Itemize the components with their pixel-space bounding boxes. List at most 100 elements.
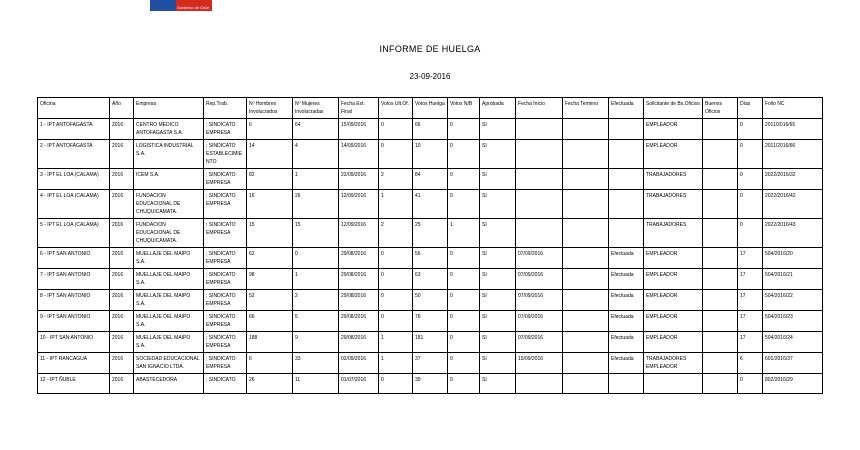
table-cell: ; SINDICATO EMPRESA bbox=[203, 289, 247, 311]
table-cell: EMPLEADOR bbox=[643, 139, 703, 169]
table-cell: EMPLEADOR bbox=[643, 118, 703, 140]
table-cell: 2022/2016/32 bbox=[762, 168, 823, 190]
table-cell: 15 bbox=[292, 218, 339, 248]
table-cell: 11 bbox=[292, 373, 339, 394]
table-cell bbox=[562, 247, 609, 269]
table-cell: 17 bbox=[737, 268, 763, 290]
table-cell: 0 bbox=[447, 331, 480, 353]
table-cell: 0 bbox=[447, 247, 480, 269]
table-row: 4 - IPT EL LOA (CALAMA) 2016 FUNDACION EDU… bbox=[37, 189, 823, 219]
table-cell: 0 bbox=[378, 373, 413, 394]
table-cell: 1 bbox=[378, 189, 413, 219]
table-cell bbox=[515, 139, 563, 169]
table-cell: SI bbox=[479, 168, 516, 190]
table-cell: Efectuada bbox=[608, 268, 644, 290]
strike-table: Oficina Año Empresa Rep.Trab. Nº Hombres Inv… bbox=[37, 97, 823, 394]
table-cell: 0 bbox=[378, 289, 413, 311]
table-cell: 1 - IPT ANTOFAGASTA bbox=[37, 118, 110, 140]
table-cell: 2016 bbox=[109, 289, 134, 311]
table-cell: 29/08/2016 bbox=[338, 289, 379, 311]
table-cell: 1 bbox=[292, 268, 339, 290]
table-cell bbox=[562, 352, 609, 374]
table-cell: 0 bbox=[378, 247, 413, 269]
table-cell: 601/2016/37 bbox=[762, 352, 823, 374]
table-cell: ; SINDICATO EMPRESA bbox=[203, 189, 247, 219]
table-cell: 0 bbox=[447, 373, 480, 394]
table-cell: Efectuada bbox=[608, 289, 644, 311]
logo: Gobierno de Chile bbox=[150, 0, 212, 11]
table-cell: 2 bbox=[378, 168, 413, 190]
table-cell bbox=[702, 352, 738, 374]
table-row: 8 - IPT SAN ANTONIO 2016 MUELLAJE DEL MAIP… bbox=[37, 289, 823, 311]
table-cell: 29/08/2016 bbox=[338, 268, 379, 290]
table-cell: 504/2016/20 bbox=[762, 247, 823, 269]
table-cell bbox=[702, 168, 738, 190]
table-cell: 0 bbox=[737, 218, 763, 248]
table-cell: 504/2016/23 bbox=[762, 310, 823, 332]
table-cell bbox=[608, 373, 644, 394]
table-cell: 12/09/2016 bbox=[338, 189, 379, 219]
table-cell: 802/2016/29 bbox=[762, 373, 823, 394]
table-cell bbox=[702, 139, 738, 169]
column-header: Año bbox=[109, 97, 134, 119]
table-cell: 50 bbox=[412, 289, 448, 311]
table-cell: 12/09/2016 bbox=[338, 218, 379, 248]
table-cell: 41 bbox=[412, 189, 448, 219]
column-header: Fecha Ext. Final bbox=[338, 97, 379, 119]
table-cell: ; SINDICATO ESTABLECIMIENTO bbox=[203, 139, 247, 169]
table-cell: 17 bbox=[737, 289, 763, 311]
table-cell: 07/09/2016 bbox=[515, 268, 563, 290]
table-cell: 0 bbox=[447, 268, 480, 290]
table-cell: 29/08/2016 bbox=[338, 331, 379, 353]
report-date: 23-09-2016 bbox=[409, 72, 451, 81]
column-header: Aprobada bbox=[479, 97, 516, 119]
table-cell: 2022/2016/43 bbox=[762, 218, 823, 248]
table-cell: ; SINDICATO EMPRESA bbox=[203, 118, 247, 140]
table-cell: 2016 bbox=[109, 118, 134, 140]
table-cell bbox=[562, 168, 609, 190]
table-cell: 15/09/2016 bbox=[515, 352, 563, 374]
table-cell: ABASTECEDORA bbox=[133, 373, 204, 394]
table-cell bbox=[562, 289, 609, 311]
column-header: Folio NC bbox=[762, 97, 823, 119]
table-cell: 66 bbox=[412, 118, 448, 140]
table-cell: SI bbox=[479, 352, 516, 374]
table-cell: ; SINDICATO EMPRESA bbox=[203, 218, 247, 248]
table-cell: 0 bbox=[378, 139, 413, 169]
table-cell: 26 bbox=[292, 189, 339, 219]
table-cell bbox=[702, 289, 738, 311]
table-cell: CENTRO MEDICO ANTOFAGASTA S.A. bbox=[133, 118, 204, 140]
column-header: Oficina bbox=[37, 97, 110, 119]
table-cell bbox=[608, 218, 644, 248]
table-cell: 1 bbox=[292, 168, 339, 190]
table-cell: 5 bbox=[292, 310, 339, 332]
table-cell bbox=[562, 189, 609, 219]
table-cell: 6 bbox=[246, 352, 293, 374]
table-cell: 9 - IPT SAN ANTONIO bbox=[37, 310, 110, 332]
table-cell: 11 - IPT RANCAGUA bbox=[37, 352, 110, 374]
table-cell: 0 bbox=[447, 289, 480, 311]
table-cell: MUELLAJE DEL MAIPO S.A. bbox=[133, 268, 204, 290]
table-cell: 188 bbox=[246, 331, 293, 353]
table-cell: 4 bbox=[292, 139, 339, 169]
table-cell: ICEM S.A. bbox=[133, 168, 204, 190]
table-cell: 504/2016/24 bbox=[762, 331, 823, 353]
table-cell: 17 bbox=[737, 310, 763, 332]
table-cell bbox=[515, 373, 563, 394]
table-cell: 39 bbox=[412, 373, 448, 394]
table-cell: SI bbox=[479, 189, 516, 219]
table-cell: 2 bbox=[378, 218, 413, 248]
report-title: INFORME DE HUELGA bbox=[379, 44, 481, 54]
table-cell: SI bbox=[479, 373, 516, 394]
header-row: Oficina Año Empresa Rep.Trab. Nº Hombres Inv… bbox=[37, 97, 823, 119]
table-cell: MUELLAJE DEL MAIPO S.A. bbox=[133, 331, 204, 353]
table-cell: MUELLAJE DEL MAIPO S.A. bbox=[133, 310, 204, 332]
table-cell: 02/09/2016 bbox=[338, 352, 379, 374]
table-cell: EMPLEADOR bbox=[643, 289, 703, 311]
table-cell: 12 - IPT ÑUBLE bbox=[37, 373, 110, 394]
table-cell: FUNDACION EDUCACIONAL DE CHUQUICAMATA. bbox=[133, 218, 204, 248]
table-cell: SI bbox=[479, 289, 516, 311]
table-cell: 64 bbox=[292, 118, 339, 140]
table-cell: 0 bbox=[447, 352, 480, 374]
